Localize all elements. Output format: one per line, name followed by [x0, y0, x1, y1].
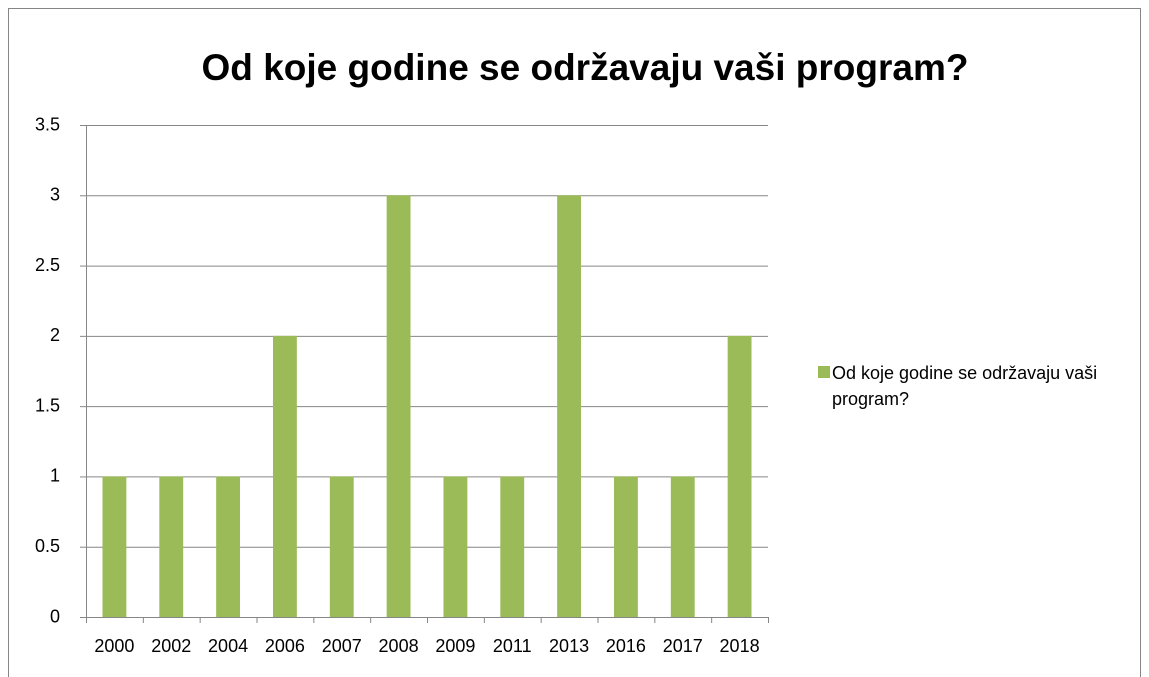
x-tick-label: 2018	[720, 636, 760, 656]
y-tick-label: 2	[50, 325, 60, 345]
y-tick-label: 2.5	[35, 255, 60, 275]
bar	[557, 195, 582, 618]
y-tick-label: 3	[50, 185, 60, 205]
x-tick-label: 2013	[549, 636, 589, 656]
x-tick-label: 2007	[322, 636, 362, 656]
bar	[216, 476, 241, 617]
bar	[727, 335, 752, 617]
x-tick-label: 2009	[435, 636, 475, 656]
x-tick-label: 2006	[265, 636, 305, 656]
x-tick-label: 2011	[493, 636, 532, 656]
bar	[613, 476, 638, 617]
x-tick-label: 2002	[151, 636, 191, 656]
y-tick-label: 3.5	[35, 114, 60, 134]
legend-label: Od koje godine se održavaju vaši program…	[832, 363, 1098, 409]
y-tick-label: 1	[50, 466, 60, 486]
x-tick-label: 2004	[208, 636, 248, 656]
x-tick-label: 2017	[663, 636, 703, 656]
x-tick-label: 2008	[379, 636, 419, 656]
bar	[670, 476, 695, 617]
bar	[329, 476, 354, 617]
bar	[386, 195, 411, 618]
bar	[102, 476, 127, 617]
x-tick-label: 2000	[94, 636, 134, 656]
y-tick-label: 0.5	[35, 536, 60, 556]
x-tick-label: 2016	[606, 636, 646, 656]
bar	[443, 476, 468, 617]
legend-swatch	[818, 366, 830, 378]
bar	[159, 476, 184, 617]
bar	[500, 476, 525, 617]
y-tick-label: 0	[50, 606, 60, 626]
y-tick-label: 1.5	[35, 395, 60, 415]
chart-title: Od koje godine se održavaju vaši program…	[202, 47, 969, 88]
bar	[272, 335, 297, 617]
